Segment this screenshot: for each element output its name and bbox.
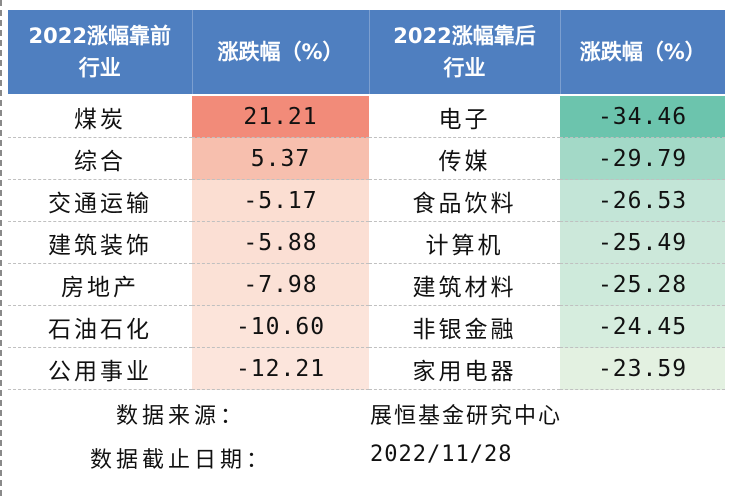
top-industry-change: -10.60 [192,305,369,348]
bottom-industry-name: 传媒 [369,137,560,180]
table-row: 房地产 -7.98 建筑材料 -25.28 [8,263,725,306]
table-header-row: 2022涨幅靠前 行业 涨跌幅（%） 2022涨幅靠后 行业 涨跌幅（%） [8,10,725,96]
header-top-industry-line2: 行业 [78,56,121,80]
bottom-industry-name: 电子 [369,95,560,138]
industry-performance-table: 2022涨幅靠前 行业 涨跌幅（%） 2022涨幅靠后 行业 涨跌幅（%） 煤炭… [8,10,725,390]
header-top-industry: 2022涨幅靠前 行业 [8,10,193,96]
top-industry-change: -12.21 [192,347,369,390]
top-industry-change: 21.21 [192,95,369,138]
top-industry-change: -5.17 [192,179,369,222]
source-label: 数据来源： [116,404,247,429]
left-dashed-border [0,0,2,500]
table-row: 石油石化 -10.60 非银金融 -24.45 [8,305,725,348]
source-row: 数据来源： 展恒基金研究中心 [8,392,725,436]
bottom-industry-name: 计算机 [369,221,560,264]
header-bottom-industry: 2022涨幅靠后 行业 [369,10,561,96]
top-industry-name: 房地产 [8,263,192,306]
top-industry-change: -7.98 [192,263,369,306]
top-industry-name: 综合 [8,137,192,180]
top-industry-name: 公用事业 [8,347,192,390]
bottom-industry-change: -23.59 [560,347,725,390]
header-bottom-industry-line2: 行业 [443,56,486,80]
source-value: 展恒基金研究中心 [370,404,563,429]
bottom-industry-name: 家用电器 [369,347,560,390]
header-top-industry-line1: 2022涨幅靠前 [28,24,171,48]
top-industry-name: 建筑装饰 [8,221,192,264]
table-footer: 数据来源： 展恒基金研究中心 数据截止日期： 2022/11/28 [8,392,725,480]
top-industry-name: 煤炭 [8,95,192,138]
table-row: 综合 5.37 传媒 -29.79 [8,137,725,180]
cutoff-date-row: 数据截止日期： 2022/11/28 [8,436,725,480]
bottom-industry-name: 建筑材料 [369,263,560,306]
bottom-industry-name: 食品饮料 [369,179,560,222]
top-industry-name: 交通运输 [8,179,192,222]
table-row: 公用事业 -12.21 家用电器 -23.59 [8,347,725,390]
top-industry-change: -5.88 [192,221,369,264]
header-bottom-change: 涨跌幅（%） [560,10,725,96]
bottom-industry-change: -34.46 [560,95,725,138]
top-industry-name: 石油石化 [8,305,192,348]
top-industry-change: 5.37 [192,137,369,180]
bottom-industry-change: -25.28 [560,263,725,306]
table-row: 交通运输 -5.17 食品饮料 -26.53 [8,179,725,222]
table-row: 煤炭 21.21 电子 -34.46 [8,95,725,138]
header-bottom-industry-line1: 2022涨幅靠后 [393,24,536,48]
header-top-change: 涨跌幅（%） [192,10,370,96]
cutoff-date-label: 数据截止日期： [90,448,273,473]
bottom-industry-change: -29.79 [560,137,725,180]
bottom-industry-change: -25.49 [560,221,725,264]
table-row: 建筑装饰 -5.88 计算机 -25.49 [8,221,725,264]
bottom-industry-change: -24.45 [560,305,725,348]
bottom-industry-name: 非银金融 [369,305,560,348]
industry-performance-sheet: 2022涨幅靠前 行业 涨跌幅（%） 2022涨幅靠后 行业 涨跌幅（%） 煤炭… [8,10,725,390]
cutoff-date-value: 2022/11/28 [370,442,513,467]
bottom-industry-change: -26.53 [560,179,725,222]
